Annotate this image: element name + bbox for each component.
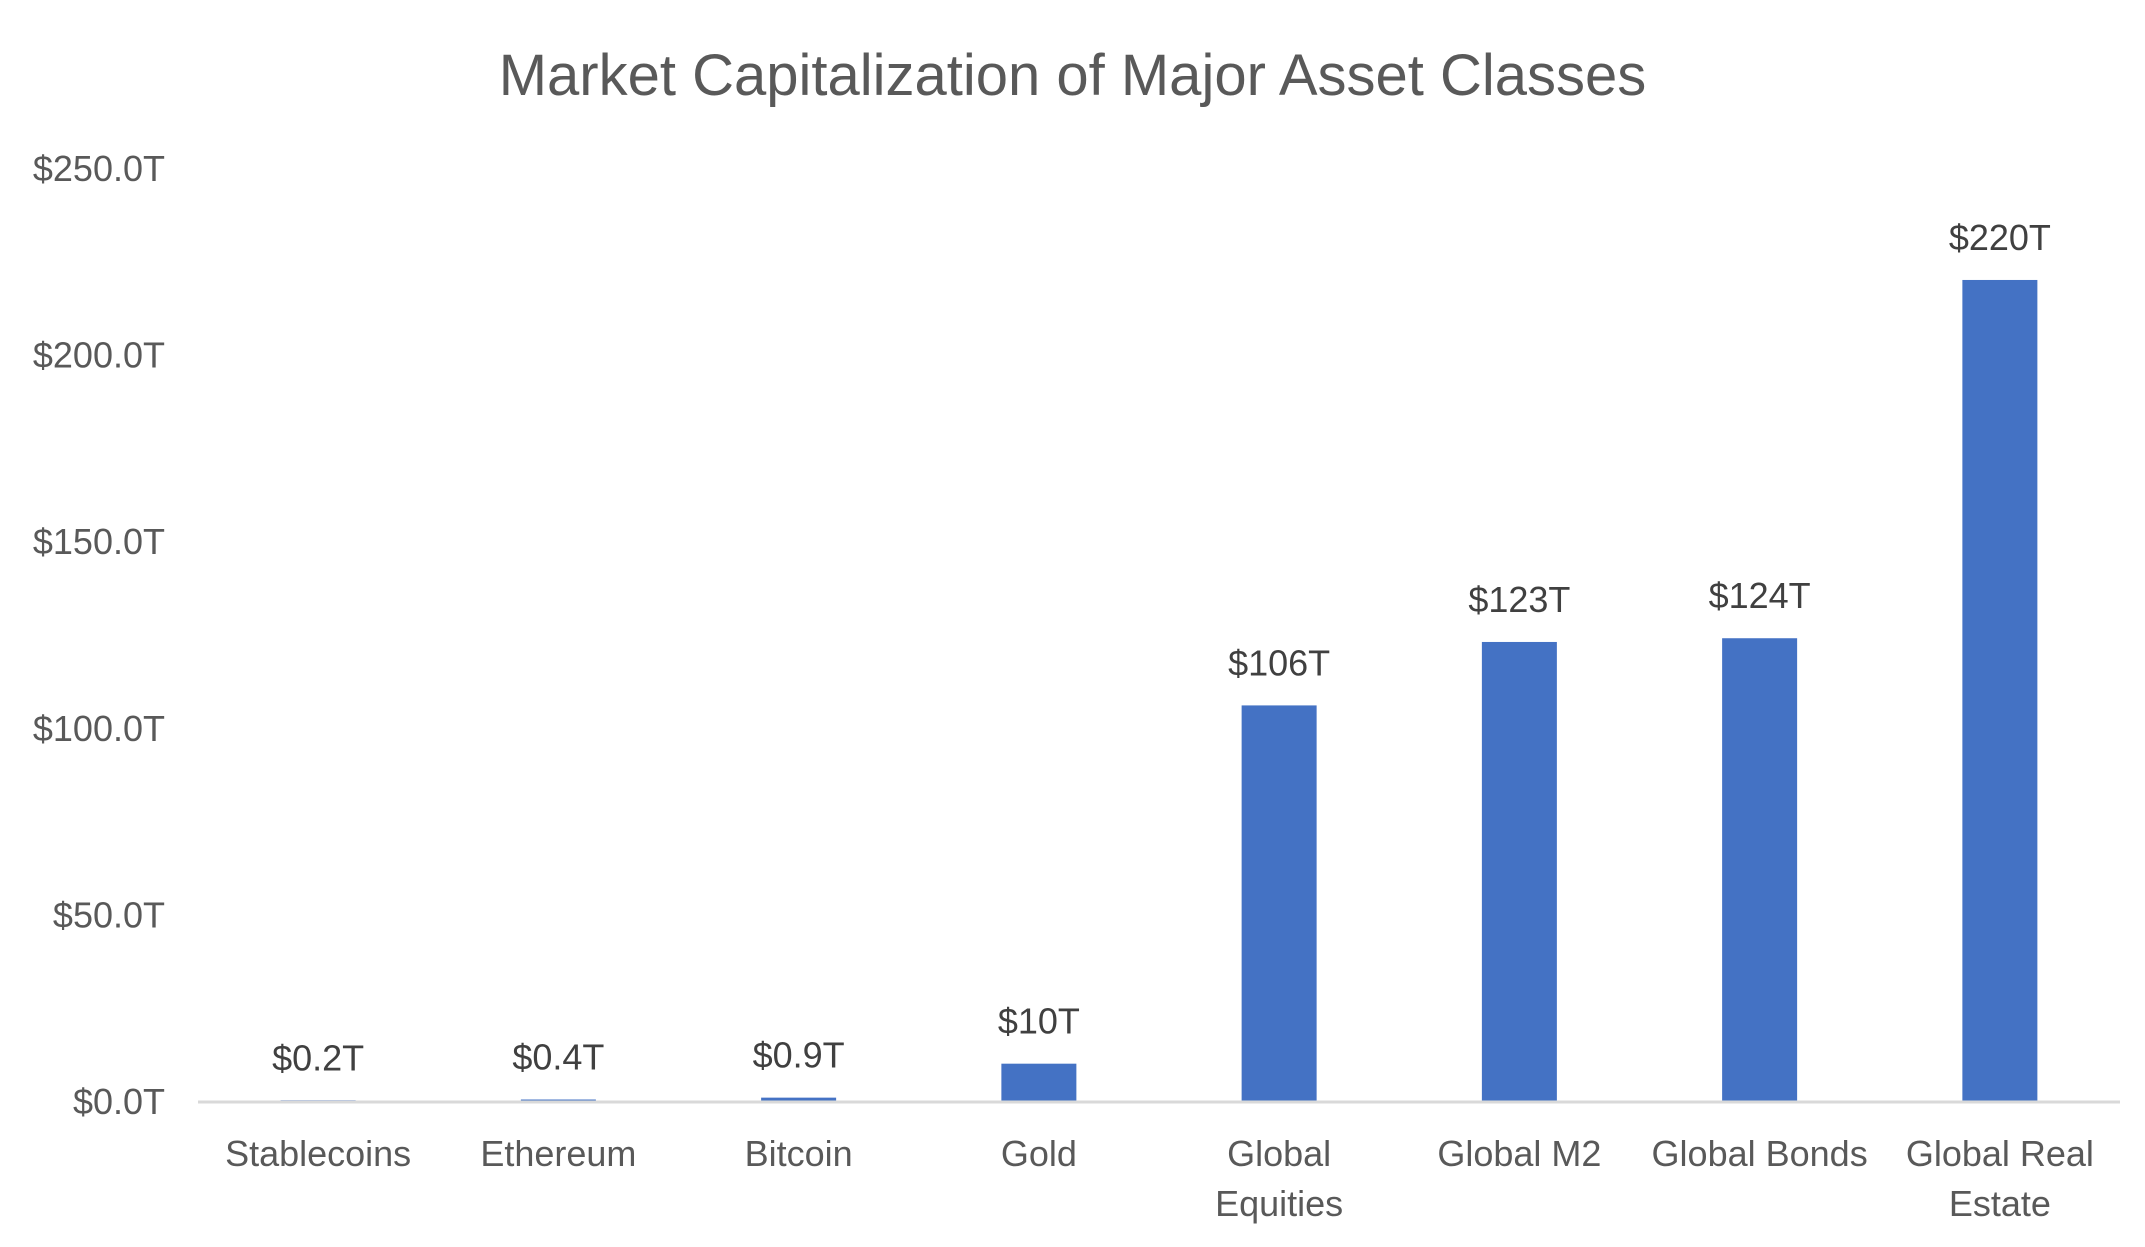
- y-axis-ticks: $0.0T $50.0T $100.0T $150.0T $200.0T $250.0T: [33, 148, 165, 1122]
- bar-data-label: $106T: [1228, 642, 1330, 683]
- category-labels: Stablecoins Ethereum Bitcoin Gold Global Equi…: [225, 1133, 2094, 1224]
- bar: [761, 1097, 837, 1101]
- bar-data-label: $124T: [1709, 575, 1811, 616]
- bars: [280, 279, 2038, 1102]
- y-tick-label: $250.0T: [33, 148, 165, 189]
- bar: [1722, 638, 1798, 1101]
- bar-data-label: $220T: [1949, 217, 2051, 258]
- x-category-label: Global Bonds: [1652, 1133, 1868, 1174]
- y-tick-label: $0.0T: [73, 1081, 165, 1122]
- x-category-label: Ethereum: [480, 1133, 636, 1174]
- bar: [1962, 279, 2038, 1102]
- bar-data-label: $0.9T: [753, 1035, 845, 1076]
- bar: [520, 1099, 596, 1101]
- x-category-label: Stablecoins: [225, 1133, 411, 1174]
- x-category-label: Bitcoin: [745, 1133, 853, 1174]
- bar-data-label: $0.4T: [512, 1037, 604, 1078]
- bar: [1481, 641, 1557, 1101]
- x-category-label: Gold: [1001, 1133, 1077, 1174]
- y-tick-label: $150.0T: [33, 521, 165, 562]
- x-category-label: Global M2: [1437, 1133, 1601, 1174]
- chart-title: Market Capitalization of Major Asset Cla…: [498, 43, 1647, 108]
- y-tick-label: $50.0T: [53, 894, 165, 935]
- bar: [1241, 705, 1317, 1101]
- bar-data-label: $0.2T: [272, 1037, 364, 1078]
- bar: [1001, 1063, 1077, 1101]
- bar-data-label: $10T: [998, 1001, 1080, 1042]
- bar-data-label: $123T: [1468, 579, 1570, 620]
- x-category-label: Global Equities: [1215, 1133, 1343, 1224]
- y-tick-label: $200.0T: [33, 335, 165, 376]
- x-category-label: Global Real Estate: [1906, 1133, 2094, 1224]
- y-tick-label: $100.0T: [33, 708, 165, 749]
- data-labels: $0.2T $0.4T $0.9T $10T $106T $123T $124T $220T: [272, 217, 2051, 1078]
